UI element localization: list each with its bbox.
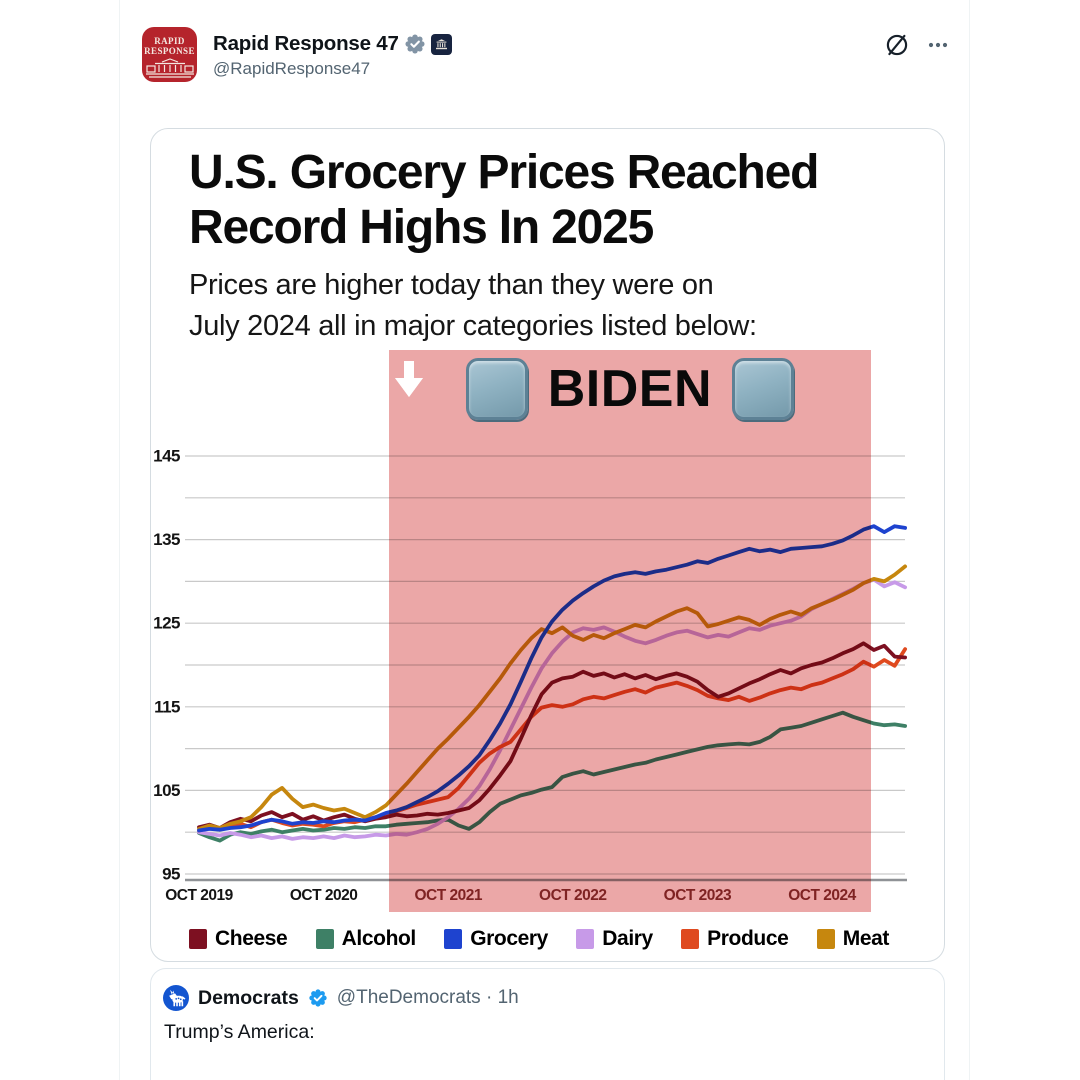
democrats-avatar[interactable]	[163, 985, 189, 1011]
legend-label: Dairy	[602, 927, 653, 950]
down-arrow-emoji-icon	[395, 358, 528, 420]
y-tick-label: 95	[162, 865, 180, 884]
timeline-right-border	[969, 0, 970, 1080]
quote-text: Trump’s America:	[164, 1021, 315, 1043]
y-tick-label: 105	[153, 781, 180, 800]
legend-swatch	[576, 929, 595, 949]
x-tick-label: OCT 2020	[290, 887, 358, 904]
whitehouse-illustration-icon	[145, 58, 194, 78]
timeline-left-border	[119, 0, 120, 1080]
legend-label: Cheese	[215, 927, 288, 950]
user-handle[interactable]: @RapidResponse47	[213, 59, 371, 78]
y-tick-label: 145	[153, 447, 180, 466]
infographic-subtitle: Prices are higher today than they were o…	[189, 269, 757, 342]
legend-item-meat: Meat	[816, 927, 890, 951]
display-name[interactable]: Rapid Response 47	[213, 32, 399, 55]
legend-label: Grocery	[470, 927, 548, 950]
legend-swatch	[189, 929, 207, 949]
tweet-media-infographic[interactable]: U.S. Grocery Prices Reached Record Highs…	[150, 128, 945, 962]
legend-swatch	[816, 929, 835, 949]
y-tick-label: 135	[153, 530, 180, 549]
chart-legend: Cheese Alcohol Grocery Dairy Produce Meat	[189, 927, 889, 951]
legend-swatch	[315, 929, 334, 949]
biden-shaded-region	[389, 350, 871, 912]
legend-item-dairy: Dairy	[576, 927, 653, 951]
legend-label: Meat	[842, 927, 890, 950]
quote-separator: ·	[485, 987, 493, 1008]
verified-badge-blue-icon	[309, 989, 327, 1007]
legend-item-cheese: Cheese	[189, 927, 288, 951]
y-tick-label: 115	[154, 697, 180, 716]
y-tick-label: 125	[153, 614, 180, 633]
legend-item-grocery: Grocery	[444, 927, 548, 951]
grok-icon[interactable]	[884, 32, 910, 58]
quote-display-name[interactable]: Democrats	[198, 986, 299, 1009]
legend-swatch	[681, 929, 700, 949]
biden-banner-label: BIDEN	[547, 360, 713, 418]
affiliate-house-icon	[435, 38, 447, 49]
legend-item-alcohol: Alcohol	[315, 927, 417, 951]
quote-timestamp: 1h	[497, 987, 519, 1008]
legend-swatch	[444, 929, 463, 949]
legend-label: Alcohol	[341, 927, 417, 950]
legend-item-produce: Produce	[681, 927, 789, 951]
quote-handle[interactable]: @TheDemocrats	[336, 987, 481, 1008]
verified-badge-gray-icon	[405, 34, 425, 54]
x-tick-label: OCT 2019	[165, 887, 233, 904]
infographic-title: U.S. Grocery Prices Reached Record Highs…	[189, 146, 819, 254]
quoted-tweet[interactable]: Democrats @TheDemocrats · 1h Trump’s Ame…	[150, 968, 945, 1080]
more-menu-icon[interactable]	[926, 33, 950, 57]
donkey-logo-icon	[169, 989, 186, 1007]
affiliate-badge[interactable]	[430, 33, 452, 55]
legend-label: Produce	[707, 927, 789, 950]
avatar-wordmark: RAPID RESPONSE	[144, 36, 195, 56]
down-arrow-emoji-icon	[395, 358, 795, 420]
biden-banner: BIDEN	[389, 358, 871, 420]
avatar[interactable]: RAPID RESPONSE	[142, 27, 197, 82]
